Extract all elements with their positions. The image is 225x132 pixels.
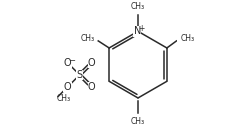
Text: O: O [63, 82, 71, 92]
Text: CH₃: CH₃ [80, 34, 94, 43]
Text: N: N [133, 26, 140, 36]
Text: CH₃: CH₃ [56, 94, 70, 103]
Text: CH₃: CH₃ [130, 117, 144, 126]
Text: O: O [88, 58, 95, 68]
Text: +: + [137, 24, 144, 33]
Text: O: O [88, 82, 95, 92]
Text: −: − [68, 56, 75, 65]
Text: O: O [63, 58, 71, 68]
Text: CH₃: CH₃ [180, 34, 194, 43]
Text: S: S [76, 70, 82, 80]
Text: CH₃: CH₃ [130, 2, 144, 11]
